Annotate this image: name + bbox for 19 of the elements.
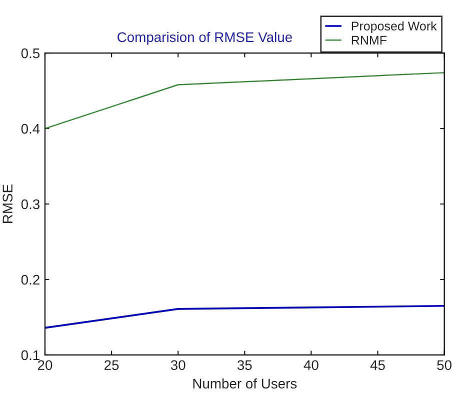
x-tick-label: 20 xyxy=(38,360,52,370)
x-tick-label: 50 xyxy=(437,360,452,370)
y-tick-label: 0.4 xyxy=(21,124,40,134)
x-tick-label: 40 xyxy=(304,360,318,370)
x-axis-title: Number of Users xyxy=(193,378,297,389)
x-tick-label: 35 xyxy=(237,360,252,370)
y-tick-label: 0.3 xyxy=(21,199,40,210)
x-tick-label: 30 xyxy=(170,360,186,370)
y-axis-title: RMSE xyxy=(2,184,13,223)
y-tick-label: 0.2 xyxy=(21,274,40,285)
legend-label: Proposed Work xyxy=(352,21,437,33)
line-series xyxy=(44,305,444,329)
x-tick-label: 25 xyxy=(104,360,119,370)
y-tick-label: 0.5 xyxy=(21,48,40,58)
y-tick-label: 0.1 xyxy=(21,350,40,360)
x-tick-label: 45 xyxy=(370,360,385,370)
chart-title: Comparision of RMSE Value xyxy=(118,32,292,45)
line-series xyxy=(44,72,444,130)
legend-label: RNMF xyxy=(352,36,386,45)
